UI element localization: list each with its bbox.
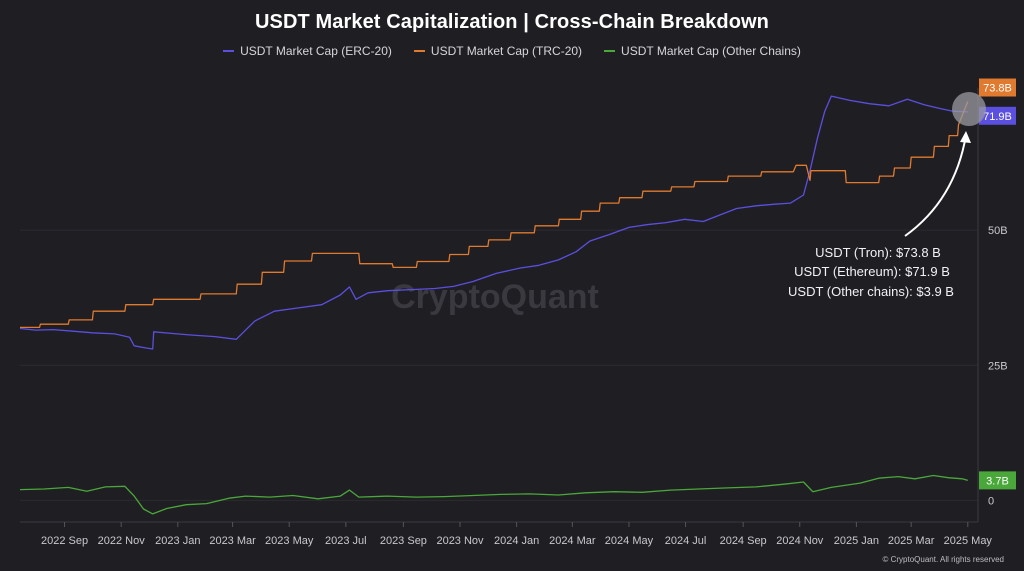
y-tick-label: 25B — [988, 360, 1008, 372]
end-value-badges: 73.8B 71.9B 3.7B — [979, 78, 1016, 490]
annotation-arrow — [904, 134, 967, 237]
x-tick-label: 2025 May — [944, 535, 993, 547]
chart-legend: USDT Market Cap (ERC-20) USDT Market Cap… — [0, 44, 1024, 58]
annotation-line-other: USDT (Other chains): $3.9 B — [788, 284, 954, 299]
x-tick-label: 2023 Jul — [325, 535, 367, 547]
watermark: CryptoQuant — [391, 278, 599, 316]
end-badge-erc20 — [979, 106, 1016, 125]
x-tick-label: 2024 Jan — [494, 535, 539, 547]
chart-title: USDT Market Capitalization | Cross-Chain… — [254, 11, 769, 33]
x-tick-label: 2024 Sep — [720, 535, 767, 547]
highlight-circle — [952, 92, 986, 126]
y-tick-label: 50B — [988, 225, 1008, 237]
legend-label-trc20: USDT Market Cap (TRC-20) — [430, 44, 583, 58]
x-tick-label: 2024 Nov — [776, 535, 824, 547]
x-tick-label: 2023 Nov — [436, 535, 484, 547]
x-tick-label: 2023 Jan — [155, 535, 200, 547]
x-tick-label: 2022 Nov — [98, 535, 146, 547]
annotation-arrowhead — [960, 131, 971, 143]
legend-swatch-erc20 — [223, 50, 235, 52]
copyright-text: © CryptoQuant. All rights reserved — [882, 555, 1005, 564]
x-tick-label: 2023 May — [265, 535, 314, 547]
x-tick-label: 2022 Sep — [41, 535, 88, 547]
x-tick-label: 2023 Sep — [380, 535, 427, 547]
end-badge-label-erc20: 71.9B — [983, 111, 1012, 123]
x-tick-label: 2024 Mar — [549, 535, 596, 547]
legend-item-erc20[interactable]: USDT Market Cap (ERC-20) — [223, 44, 392, 58]
chart-grid — [20, 229, 978, 501]
x-tick-label: 2025 Jan — [834, 535, 879, 547]
end-badge-other — [979, 471, 1016, 490]
series-line-other — [19, 474, 968, 515]
annotation: USDT (Tron): $73.8 B USDT (Ethereum): $7… — [788, 92, 986, 299]
x-tick-label: 2023 Mar — [209, 535, 256, 547]
annotation-line-ethereum: USDT (Ethereum): $71.9 B — [794, 264, 950, 279]
y-tick-label: 0 — [988, 495, 994, 507]
annotation-line-tron: USDT (Tron): $73.8 B — [815, 245, 941, 260]
series-line-trc20 — [20, 101, 969, 329]
legend-item-other[interactable]: USDT Market Cap (Other Chains) — [604, 44, 801, 58]
legend-label-erc20: USDT Market Cap (ERC-20) — [240, 44, 392, 58]
legend-item-trc20[interactable]: USDT Market Cap (TRC-20) — [413, 44, 583, 58]
x-tick-label: 2025 Mar — [888, 535, 935, 547]
x-axis: 2022 Sep 2022 Nov 2023 Jan 2023 Mar 2023 May… — [20, 521, 993, 547]
x-tick-label: 2024 May — [605, 535, 654, 547]
end-badge-label-other: 3.7B — [986, 475, 1009, 487]
series-line-erc20 — [19, 95, 968, 350]
y-axis: 0 25B 50B — [977, 88, 1008, 522]
end-badge-trc20 — [979, 78, 1016, 97]
series-layer — [19, 95, 969, 515]
legend-swatch-trc20 — [413, 50, 425, 52]
x-tick-label: 2024 Jul — [665, 535, 707, 547]
legend-swatch-other — [604, 50, 616, 52]
legend-label-other: USDT Market Cap (Other Chains) — [621, 44, 801, 58]
end-badge-label-trc20: 73.8B — [983, 83, 1012, 95]
